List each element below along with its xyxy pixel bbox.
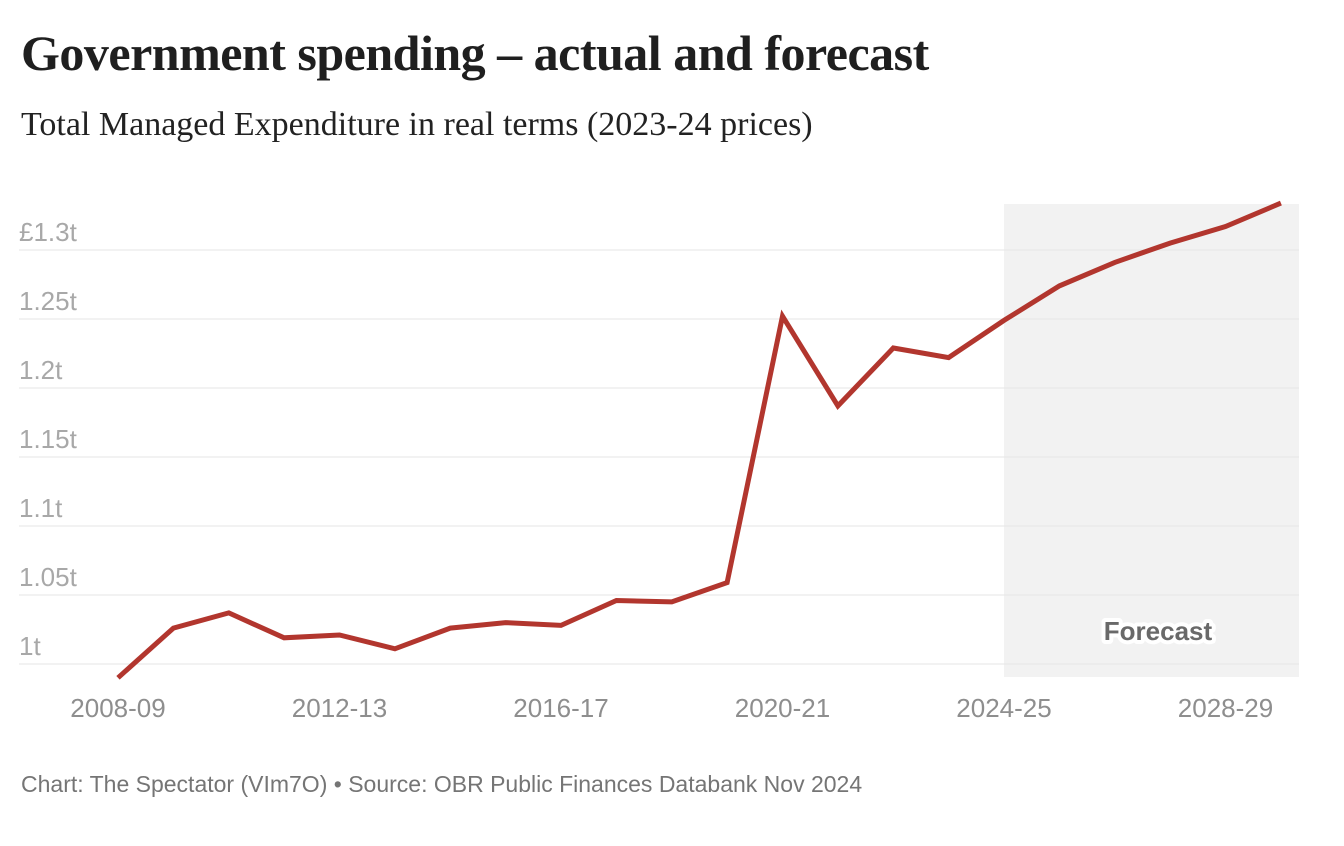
y-axis-label: 1.25t (19, 286, 78, 316)
y-axis-label: 1.05t (19, 562, 78, 592)
x-axis-label: 2012-13 (292, 693, 387, 723)
chart-subtitle: Total Managed Expenditure in real terms … (21, 106, 813, 143)
x-axis-label: 2016-17 (513, 693, 608, 723)
x-axis-label: 2028-29 (1178, 693, 1273, 723)
y-axis-label: 1.1t (19, 493, 63, 523)
y-axis-label: 1.15t (19, 424, 78, 454)
y-axis-label: £1.3t (19, 217, 78, 247)
chart-title: Government spending – actual and forecas… (21, 25, 929, 81)
x-axis-label: 2024-25 (956, 693, 1051, 723)
y-axis-label: 1t (19, 631, 41, 661)
forecast-label: Forecast (1104, 616, 1213, 646)
x-axis-label: 2020-21 (735, 693, 830, 723)
forecast-region (1004, 204, 1299, 677)
spending-line (116, 200, 1282, 680)
chart-credit: Chart: The Spectator (VIm7O) • Source: O… (21, 771, 863, 797)
y-axis-label: 1.2t (19, 355, 63, 385)
x-axis-label: 2008-09 (70, 693, 165, 723)
